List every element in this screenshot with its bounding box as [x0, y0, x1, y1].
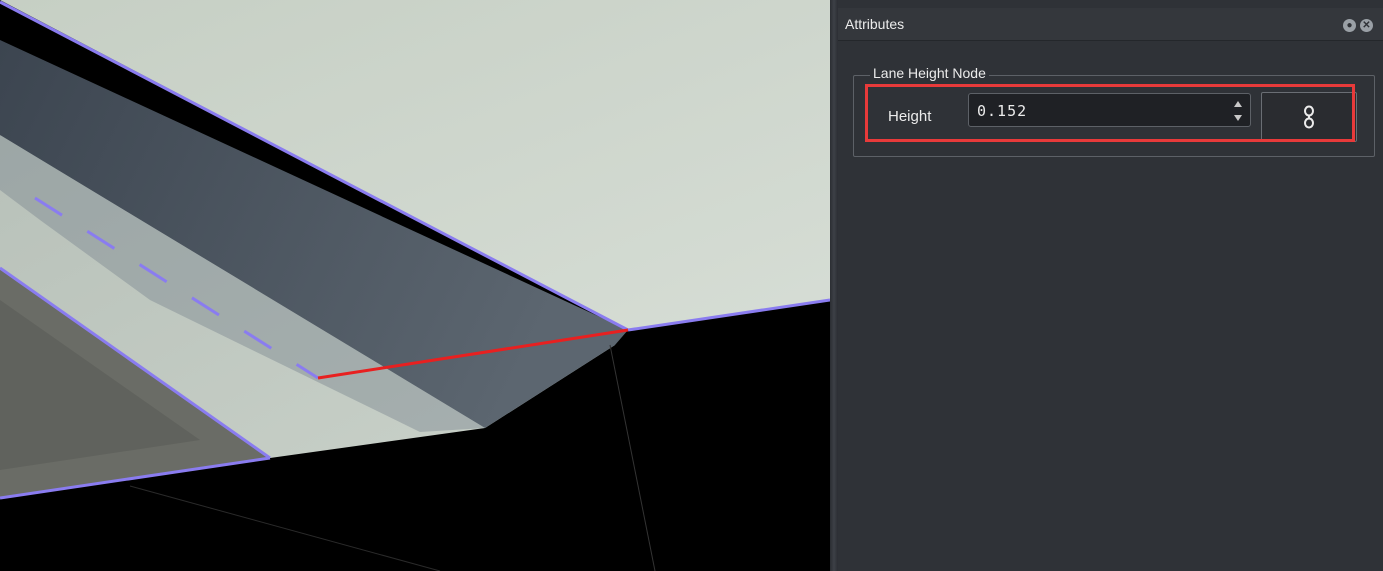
road-scene — [0, 0, 830, 571]
spin-down-icon[interactable] — [1234, 115, 1242, 121]
lane-line-right — [627, 298, 830, 332]
height-label: Height — [888, 108, 932, 125]
spin-up-icon[interactable] — [1234, 101, 1242, 107]
close-icon[interactable]: ✕ — [1360, 19, 1373, 32]
lane-height-node-group — [853, 75, 1375, 157]
height-spinbox[interactable]: 0.152 — [968, 93, 1251, 127]
float-icon[interactable]: ● — [1343, 19, 1356, 32]
link-button[interactable] — [1261, 92, 1357, 142]
curb-slope — [0, 40, 628, 428]
panel-title: Attributes — [845, 16, 905, 32]
dashed-lane-marking — [34, 196, 319, 380]
panel-splitter[interactable] — [830, 0, 838, 571]
3d-viewport[interactable] — [0, 0, 830, 571]
selected-height-edge[interactable] — [317, 328, 629, 380]
lane-line-bottom — [0, 456, 271, 500]
group-title: Lane Height Node — [870, 65, 989, 81]
height-value[interactable]: 0.152 — [977, 102, 1028, 120]
curb-shadow — [0, 135, 485, 432]
lane-line-lower — [0, 266, 271, 460]
upper-concrete-surface — [0, 0, 830, 330]
chain-link-icon — [1304, 105, 1314, 129]
attributes-panel: Attributes ● ✕ Lane Height Node Height 0… — [838, 0, 1383, 571]
highlight-box — [865, 84, 1355, 142]
lane-line-upper — [0, 0, 629, 332]
panel-header: Attributes ● ✕ — [838, 8, 1383, 41]
